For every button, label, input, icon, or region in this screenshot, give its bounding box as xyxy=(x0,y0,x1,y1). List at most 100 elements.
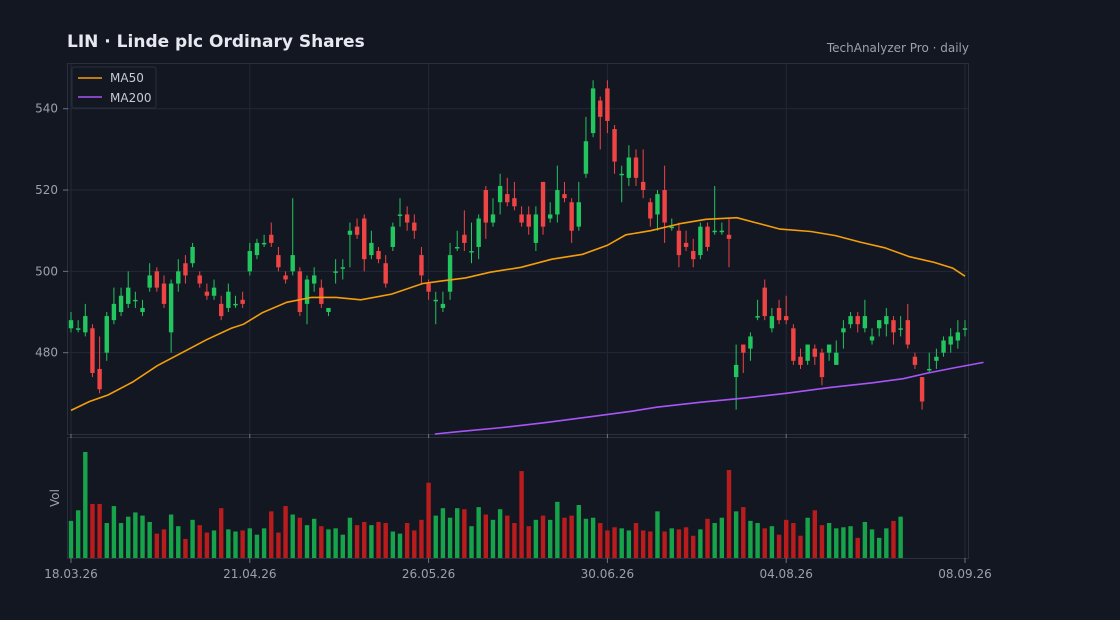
candle xyxy=(304,275,310,325)
volume-bar xyxy=(204,532,210,558)
candle xyxy=(490,198,496,227)
candle xyxy=(748,332,753,361)
volume-bar xyxy=(440,508,446,558)
candle xyxy=(891,316,896,345)
candle xyxy=(862,299,868,333)
chart-title: LIN · Linde plc Ordinary Shares xyxy=(67,32,365,52)
volume-bar xyxy=(705,518,710,558)
volume-bar xyxy=(655,511,660,558)
candle xyxy=(419,246,424,284)
x-tick-label: 30.06.26 xyxy=(581,567,634,581)
volume-bar xyxy=(126,516,131,558)
candle-body xyxy=(733,364,739,378)
candle xyxy=(769,307,775,333)
candle xyxy=(204,283,210,300)
volume-bar xyxy=(383,523,388,558)
candle xyxy=(898,316,903,337)
volume-bar xyxy=(834,528,839,558)
volume-bar xyxy=(755,523,760,558)
candle xyxy=(948,328,953,353)
volume-bar xyxy=(111,506,117,558)
candle-body xyxy=(154,271,160,288)
candle-body xyxy=(662,190,667,223)
candle-body xyxy=(698,226,703,256)
candle xyxy=(247,242,252,276)
candle-body xyxy=(941,340,946,353)
volume-panel-frame xyxy=(67,437,969,559)
candle xyxy=(283,271,288,284)
volume-bar xyxy=(598,523,603,558)
volume-bar xyxy=(691,535,696,558)
candle xyxy=(404,206,410,231)
candle-body xyxy=(97,368,102,390)
candle-body xyxy=(226,291,231,308)
volume-bar xyxy=(333,528,338,558)
candle-body xyxy=(855,316,860,325)
volume-bar xyxy=(326,529,331,558)
candle xyxy=(934,348,939,369)
candle xyxy=(369,230,374,260)
volume-bar xyxy=(269,511,274,558)
candle-body xyxy=(869,336,875,341)
candle xyxy=(712,185,717,235)
volume-bar xyxy=(798,535,803,558)
volume-bar xyxy=(397,533,403,558)
candle xyxy=(311,267,317,292)
candle-body xyxy=(111,303,117,321)
x-axis-ticks: 18.03.26 21.04.26 26.05.26 30.06.26 04.08.26… xyxy=(44,434,992,581)
candle-body xyxy=(812,348,818,357)
candle xyxy=(240,291,245,308)
x-tick-label: 04.08.26 xyxy=(759,567,812,581)
candle xyxy=(68,312,74,333)
candles xyxy=(68,80,968,410)
volume-bar xyxy=(648,531,653,558)
candle xyxy=(218,295,224,321)
candle xyxy=(440,291,446,313)
volume-bar xyxy=(455,508,460,558)
candle-body xyxy=(75,328,81,330)
volume-bar xyxy=(698,529,703,558)
candle-body xyxy=(583,141,589,174)
candle-body xyxy=(726,234,732,239)
grid xyxy=(68,64,968,558)
volume-bar xyxy=(719,517,725,558)
candle xyxy=(776,299,782,325)
candle-body xyxy=(526,214,531,227)
volume-bar xyxy=(469,526,474,558)
candle xyxy=(605,80,610,134)
candle-body xyxy=(290,255,295,272)
candle xyxy=(798,348,803,369)
candle xyxy=(955,320,961,349)
candle xyxy=(547,202,553,223)
ma50-line xyxy=(70,216,966,412)
volume-bar xyxy=(855,537,860,558)
volume-bar xyxy=(576,505,581,558)
volume-bar xyxy=(462,509,467,558)
candle-body xyxy=(784,316,789,321)
volume-bar xyxy=(519,471,524,558)
volume-bar xyxy=(848,526,853,558)
candle-body xyxy=(876,320,882,329)
candle xyxy=(676,222,682,268)
candle xyxy=(211,279,217,300)
candle-body xyxy=(218,303,224,317)
volume-bar xyxy=(190,519,195,558)
candle xyxy=(855,312,860,333)
legend-ma200-label: MA200 xyxy=(110,91,151,105)
volume-bar xyxy=(662,531,667,558)
volume-bar xyxy=(447,517,453,558)
candle xyxy=(841,320,846,349)
candle-body xyxy=(347,230,353,235)
volume-bar xyxy=(733,511,739,558)
candle xyxy=(726,218,732,268)
candle-body xyxy=(390,226,396,247)
volume-bar xyxy=(683,527,689,558)
candle xyxy=(562,181,567,203)
candle xyxy=(476,214,481,260)
candle xyxy=(83,303,88,337)
candle-body xyxy=(176,271,181,284)
volume-bar xyxy=(390,531,396,558)
candle xyxy=(261,234,267,247)
volume-bar xyxy=(476,507,481,558)
candle-body xyxy=(276,255,281,268)
